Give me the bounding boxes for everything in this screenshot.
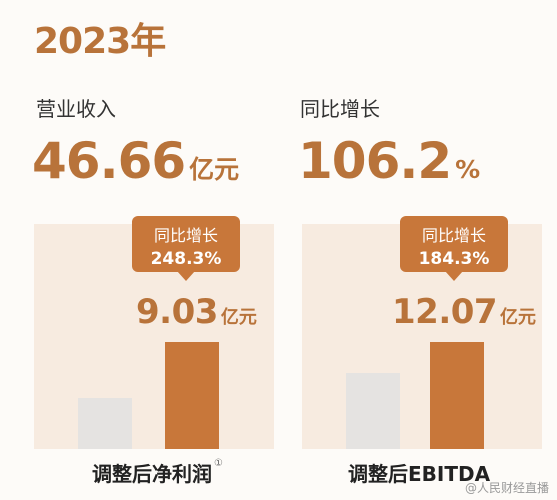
year-title: 2023年 bbox=[34, 21, 166, 62]
watermark: @人民财经直播 bbox=[464, 481, 549, 495]
net-profit-footnote: ① bbox=[214, 458, 223, 469]
net-profit-growth-bubble: 同比增长 248.3% bbox=[132, 216, 240, 281]
net-profit-title-text: 调整后净利润 bbox=[92, 462, 212, 486]
revenue-number: 46.66 bbox=[32, 132, 186, 190]
ebitda-title: 调整后EBITDA bbox=[348, 458, 492, 487]
revenue-label: 营业收入 bbox=[36, 97, 116, 121]
ebitda-growth-bubble: 同比增长 184.3% bbox=[400, 216, 508, 281]
net-profit-bar-current bbox=[165, 342, 219, 449]
ebitda-bar-prev bbox=[346, 373, 400, 449]
yoy-unit: % bbox=[455, 155, 481, 184]
revenue-unit: 亿元 bbox=[189, 155, 240, 184]
ebitda-title-text: 调整后EBITDA bbox=[348, 462, 491, 486]
revenue-value: 46.66 亿元 bbox=[32, 132, 239, 190]
yoy-number: 106.2 bbox=[298, 132, 452, 190]
net-profit-unit: 亿元 bbox=[220, 307, 257, 328]
ebitda-value: 12.07 亿元 bbox=[392, 292, 536, 332]
ebitda-growth-label: 同比增长 bbox=[421, 226, 486, 245]
net-profit-title: 调整后净利润 ① bbox=[92, 458, 223, 487]
ebitda-growth-value: 184.3% bbox=[418, 249, 490, 269]
ebitda-number: 12.07 bbox=[392, 292, 498, 332]
yoy-value: 106.2% bbox=[298, 132, 480, 190]
yoy-label: 同比增长 bbox=[300, 97, 380, 121]
net-profit-growth-value: 248.3% bbox=[150, 249, 222, 269]
net-profit-growth-label: 同比增长 bbox=[153, 226, 218, 245]
net-profit-value: 9.03 亿元 bbox=[136, 292, 257, 332]
net-profit-number: 9.03 bbox=[136, 292, 218, 332]
net-profit-bar-prev bbox=[78, 398, 132, 449]
ebitda-unit: 亿元 bbox=[500, 307, 537, 328]
ebitda-bar-current bbox=[430, 342, 484, 449]
